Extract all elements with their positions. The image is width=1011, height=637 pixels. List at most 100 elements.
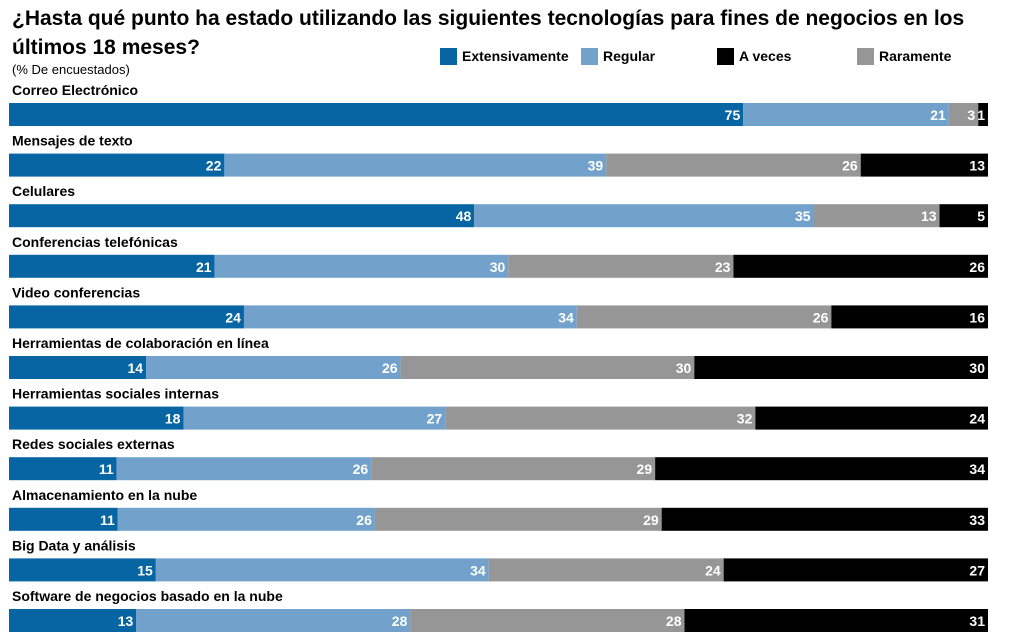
bar-segment-regular bbox=[136, 609, 411, 632]
bar-segment-regular bbox=[214, 254, 509, 278]
value-label: 39 bbox=[588, 158, 604, 174]
legend-swatch bbox=[857, 47, 874, 65]
value-label: 1 bbox=[977, 107, 985, 123]
value-label: 15 bbox=[137, 562, 153, 578]
bar-segment-regular bbox=[116, 457, 372, 481]
category-label: Software de negocios basado en la nube bbox=[12, 588, 283, 604]
value-label: 23 bbox=[715, 259, 731, 275]
legend-item-regular: Regular bbox=[581, 47, 655, 65]
category-label: Almacenamiento en la nube bbox=[12, 487, 197, 503]
category-label: Video conferencias bbox=[12, 284, 140, 300]
bar-segment-raramente bbox=[948, 103, 979, 126]
value-label: 24 bbox=[969, 411, 985, 427]
bar-segment-raramente bbox=[488, 558, 724, 582]
value-label: 18 bbox=[165, 411, 181, 427]
value-label: 26 bbox=[356, 512, 372, 528]
value-label: 14 bbox=[127, 360, 143, 376]
category-label: Big Data y análisis bbox=[12, 537, 136, 553]
value-label: 29 bbox=[637, 461, 653, 477]
bar-segment-regular bbox=[183, 406, 446, 430]
value-label: 27 bbox=[427, 411, 443, 427]
bar-segment-raramente bbox=[410, 609, 685, 632]
value-label: 26 bbox=[969, 259, 985, 275]
value-label: 34 bbox=[969, 461, 985, 477]
category-label: Correo Electrónico bbox=[12, 82, 138, 98]
value-label: 34 bbox=[558, 309, 574, 325]
value-label: 13 bbox=[118, 613, 134, 629]
legend-item-raramente: Raramente bbox=[857, 47, 951, 65]
bar-segment-raramente bbox=[508, 254, 734, 278]
bar-segment-a-veces bbox=[661, 507, 988, 531]
bar-segment-extensivamente bbox=[9, 356, 147, 379]
value-label: 26 bbox=[382, 360, 398, 376]
value-label: 22 bbox=[206, 158, 222, 174]
bar-segment-extensivamente bbox=[9, 305, 244, 329]
bar-segment-a-veces bbox=[655, 457, 988, 481]
bar-segment-raramente bbox=[371, 457, 656, 481]
bar-segment-a-veces bbox=[939, 204, 988, 228]
legend-item-a-veces: A veces bbox=[717, 47, 791, 65]
bar-segment-raramente bbox=[400, 356, 695, 379]
value-label: 21 bbox=[930, 107, 946, 123]
bar-segment-extensivamente bbox=[9, 153, 225, 177]
value-label: 5 bbox=[977, 208, 985, 224]
bar-segment-regular bbox=[146, 356, 401, 379]
bar-segment-a-veces bbox=[694, 356, 988, 379]
value-label: 32 bbox=[737, 411, 753, 427]
bar-segment-raramente bbox=[606, 153, 861, 177]
bar-segment-regular bbox=[155, 558, 489, 582]
bar-segment-raramente bbox=[813, 204, 940, 228]
bar-segment-extensivamente bbox=[9, 103, 744, 126]
value-label: 11 bbox=[99, 461, 114, 477]
value-label: 24 bbox=[225, 309, 241, 325]
value-label: 24 bbox=[705, 562, 721, 578]
bar-segment-a-veces bbox=[733, 254, 988, 278]
value-label: 29 bbox=[643, 512, 659, 528]
bar-segment-a-veces bbox=[755, 406, 988, 430]
chart-subtitle: (% De encuestados) bbox=[12, 62, 130, 77]
bar-segment-a-veces bbox=[860, 153, 988, 177]
bar-segment-raramente bbox=[576, 305, 832, 329]
bar-segment-regular bbox=[243, 305, 577, 329]
bar-segment-extensivamente bbox=[9, 204, 475, 228]
category-label: Mensajes de texto bbox=[12, 133, 133, 149]
bar-segment-a-veces bbox=[831, 305, 988, 329]
value-label: 26 bbox=[813, 309, 829, 325]
value-label: 27 bbox=[969, 562, 985, 578]
value-label: 3 bbox=[967, 107, 975, 123]
category-label: Celulares bbox=[12, 183, 75, 199]
value-label: 30 bbox=[676, 360, 692, 376]
legend-label: Regular bbox=[603, 48, 656, 64]
chart-title: ¿Hasta qué punto ha estado utilizando la… bbox=[12, 7, 965, 59]
category-label: Herramientas de colaboración en línea bbox=[12, 335, 269, 351]
legend-label: A veces bbox=[739, 48, 792, 64]
bar-segment-regular bbox=[224, 153, 607, 177]
legend-swatch bbox=[717, 47, 734, 65]
value-label: 26 bbox=[353, 461, 369, 477]
value-label: 13 bbox=[969, 158, 985, 174]
legend-label: Raramente bbox=[879, 48, 952, 64]
bar-segment-a-veces bbox=[723, 558, 988, 582]
bar-segment-raramente bbox=[374, 507, 662, 531]
value-label: 11 bbox=[100, 512, 115, 528]
value-label: 35 bbox=[795, 208, 811, 224]
value-label: 31 bbox=[969, 613, 985, 629]
bar-segment-extensivamente bbox=[9, 609, 137, 632]
value-label: 13 bbox=[921, 208, 937, 224]
bar-segment-extensivamente bbox=[9, 406, 184, 430]
category-label: Redes sociales externas bbox=[12, 436, 175, 452]
bar-segment-a-veces bbox=[684, 609, 988, 632]
value-label: 26 bbox=[842, 158, 858, 174]
category-label: Conferencias telefónicas bbox=[12, 234, 178, 250]
bar-segment-regular bbox=[743, 103, 949, 126]
legend-swatch bbox=[581, 47, 598, 65]
value-label: 75 bbox=[725, 107, 741, 123]
value-label: 21 bbox=[196, 259, 212, 275]
category-label: Herramientas sociales internas bbox=[12, 386, 219, 402]
value-label: 28 bbox=[392, 613, 408, 629]
value-label: 16 bbox=[969, 309, 985, 325]
bar-segment-raramente bbox=[445, 406, 756, 430]
value-label: 48 bbox=[456, 208, 472, 224]
legend-swatch bbox=[440, 47, 457, 65]
